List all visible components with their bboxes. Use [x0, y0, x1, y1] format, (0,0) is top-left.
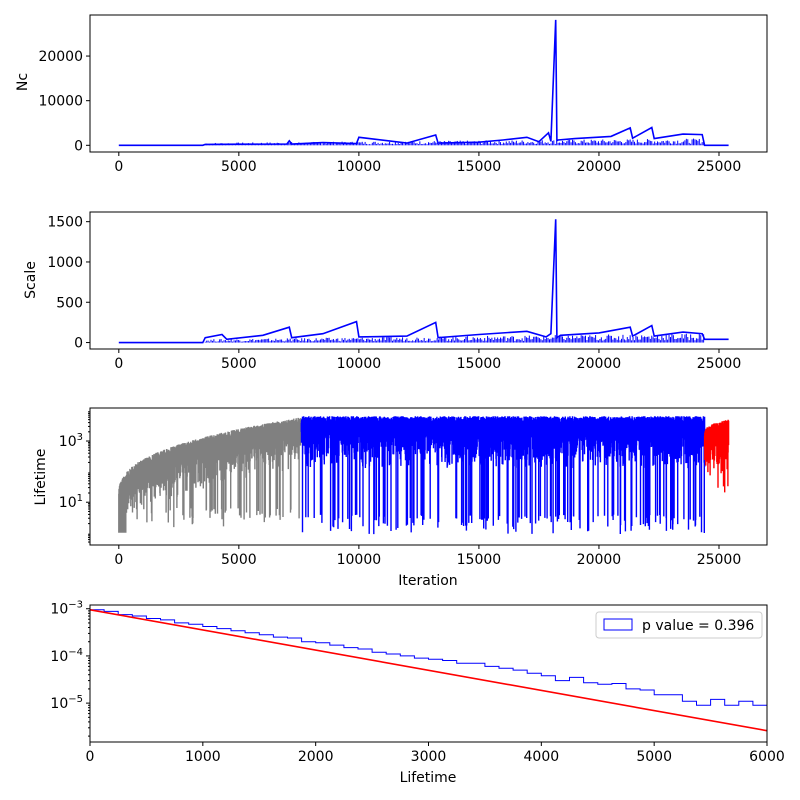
scale-series-group — [118, 219, 729, 344]
scale-xtick-label: 0 — [114, 356, 123, 372]
scale-ylabel: Scale — [23, 261, 39, 299]
lifetime-trace-ylabel: Lifetime — [33, 449, 49, 506]
nc-xtick-label: 20000 — [577, 159, 622, 175]
scale-xtick-label: 5000 — [221, 356, 257, 372]
scale-series-line — [118, 219, 729, 344]
legend-label: p value = 0.396 — [642, 618, 754, 634]
histogram-step — [90, 609, 767, 706]
lifetime-trace-ytick-label: 103 — [59, 432, 83, 450]
nc-series-group — [118, 19, 729, 147]
nc-xtick-label: 10000 — [337, 159, 382, 175]
nc-xtick-label: 25000 — [697, 159, 742, 175]
lifetime-trace-segment-path — [118, 417, 302, 533]
nc-ytick-label: 10000 — [38, 94, 83, 110]
lifetime-trace-segment-0 — [118, 417, 302, 533]
scale-ytick-label: 1500 — [47, 215, 83, 231]
legend-frame — [595, 611, 763, 639]
nc-xtick-label: 0 — [114, 159, 123, 175]
scale-frame — [89, 211, 768, 350]
lifetime-trace-xtick-label: 5000 — [221, 552, 257, 568]
lifetime-trace-series-group — [118, 416, 730, 535]
histogram-group — [90, 609, 767, 732]
nc-ytick-label: 0 — [74, 138, 83, 154]
nc-xtick-label: 15000 — [457, 159, 502, 175]
legend: p value = 0.396 — [595, 611, 763, 639]
lifetime-trace-segment-path — [300, 416, 706, 535]
lifetime-trace-plot-area: 0 5000 10000 15000 20000 25000 101 103 — [59, 407, 768, 568]
scale-ytick-label: 500 — [56, 295, 83, 311]
nc-ytick-label: 20000 — [38, 49, 83, 65]
lifetime-hist-ytick-label: 10−4 — [50, 647, 83, 665]
lifetime-hist-xtick-label: 5000 — [636, 749, 672, 765]
lifetime-trace-segment-2 — [703, 419, 730, 493]
lifetime-histogram-xlabel: Lifetime — [400, 770, 457, 786]
lifetime-hist-ytick-label: 10−3 — [50, 600, 83, 618]
lifetime-trace-xtick-label: 20000 — [577, 552, 622, 568]
scale-xtick-label: 15000 — [457, 356, 502, 372]
lifetime-hist-xtick-label: 0 — [86, 749, 95, 765]
nc-panel: 0 5000 10000 15000 20000 25000 0 10000 20000 Nc — [15, 14, 768, 175]
lifetime-trace-segment-1 — [300, 416, 706, 535]
lifetime-trace-panel: 0 5000 10000 15000 20000 25000 101 103 Lifetime… — [33, 407, 768, 589]
lifetime-trace-xtick-label: 10000 — [337, 552, 382, 568]
nc-frame — [89, 14, 768, 153]
nc-plot-area: 0 5000 10000 15000 20000 25000 0 10000 20000 — [38, 14, 768, 175]
lifetime-hist-xtick-label: 1000 — [185, 749, 221, 765]
legend-swatch — [603, 618, 633, 631]
lifetime-histogram-plot-area: 0 1000 2000 3000 4000 5000 6000 10−5 10−4 10−3 — [50, 600, 785, 765]
lifetime-trace-xlabel: Iteration — [398, 573, 457, 589]
lifetime-hist-xtick-label: 3000 — [411, 749, 447, 765]
scale-ytick-label: 1000 — [47, 255, 83, 271]
lifetime-hist-xtick-label: 6000 — [749, 749, 785, 765]
lifetime-histogram-panel: 0 1000 2000 3000 4000 5000 6000 10−5 10−4 10−3 Li… — [50, 600, 785, 786]
lifetime-trace-ytick-label: 101 — [59, 493, 83, 511]
scale-xtick-label: 10000 — [337, 356, 382, 372]
fit-line — [90, 609, 767, 732]
lifetime-trace-xtick-label: 0 — [114, 552, 123, 568]
scale-ytick-label: 0 — [74, 336, 83, 352]
lifetime-trace-segment-path — [703, 419, 730, 493]
lifetime-hist-ytick-label: 10−5 — [50, 694, 83, 712]
scale-panel: 0 5000 10000 15000 20000 25000 0 500 1000 1500 Sc… — [23, 211, 768, 372]
scale-xtick-label: 20000 — [577, 356, 622, 372]
lifetime-hist-xtick-label: 4000 — [524, 749, 560, 765]
nc-ylabel: Nc — [15, 73, 31, 91]
lifetime-hist-xtick-label: 2000 — [298, 749, 334, 765]
lifetime-trace-xtick-label: 25000 — [697, 552, 742, 568]
lifetime-trace-xtick-label: 15000 — [457, 552, 502, 568]
nc-series-line — [118, 19, 729, 147]
nc-xtick-label: 5000 — [221, 159, 257, 175]
scale-xtick-label: 25000 — [697, 356, 742, 372]
scale-plot-area: 0 5000 10000 15000 20000 25000 0 500 1000 1500 — [47, 211, 768, 372]
